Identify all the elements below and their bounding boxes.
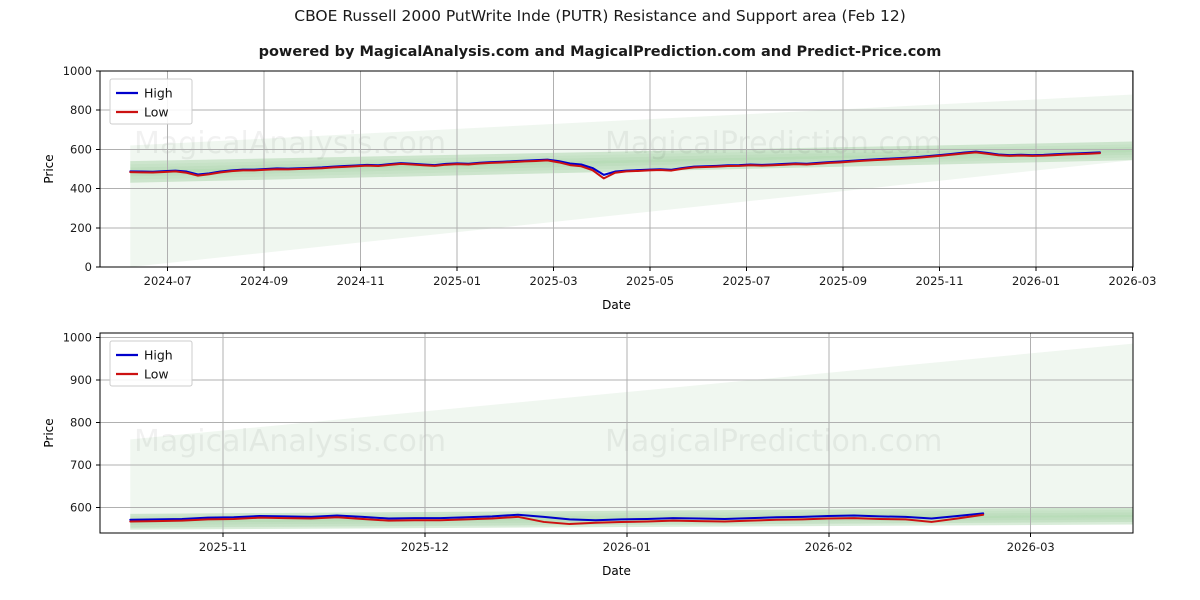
band-core-layer [130,522,1133,530]
band-outer-layer [130,414,1133,493]
x-tick-label: 2026-01 [1012,274,1060,288]
y-tick-label: 1000 [63,64,92,78]
legend-overview[interactable]: High Low [109,78,193,125]
series-line-high [129,512,985,522]
y-tick-label: 700 [70,458,92,472]
page-title: CBOE Russell 2000 PutWrite Inde (PUTR) R… [294,7,906,25]
y-tick-label: 800 [70,415,92,429]
plot-area-overview: MagicalAnalysis.com MagicalPrediction.com… [100,71,1133,267]
y-tick-label: 900 [70,373,92,387]
x-tick-label: 2024-09 [240,274,288,288]
x-tick-label: 2025-12 [401,540,449,554]
page-subtitle: powered by MagicalAnalysis.com and Magic… [258,44,942,60]
x-tick-label: 2026-03 [1108,274,1156,288]
y-tick-label: 600 [70,142,92,156]
y-axis-title: Price [42,154,56,183]
y-tick-label: 1000 [63,330,92,344]
chart-panel-detail: MagicalAnalysis.com MagicalPrediction.com… [42,330,1134,578]
band-outer-layer [130,343,1133,458]
x-tick-label: 2025-05 [626,274,674,288]
series-line-low [129,513,985,526]
x-tick-label: 2025-03 [530,274,578,288]
band-core-layer [130,509,1133,519]
x-tick-label: 2026-03 [1007,540,1055,554]
y-tick-label: 600 [70,500,92,514]
x-tick-label: 2025-11 [199,540,247,554]
band-core-layer [130,149,1133,174]
band-outer-layer [130,450,1133,511]
legend-label-low: Low [144,105,169,120]
watermark-magicalanalysis: MagicalAnalysis.com [134,126,446,161]
x-tick-label: 2025-11 [915,274,963,288]
y-tick-label: 800 [70,103,92,117]
band-core-layer [130,519,1133,528]
legend-label-high: High [144,86,173,101]
watermark-magicalprediction: MagicalPrediction.com [605,126,943,161]
watermark-magicalprediction: MagicalPrediction.com [605,424,943,459]
plot-frame [99,332,1134,534]
band-outer-layer [130,107,1133,195]
y-axis-title: Price [42,418,56,447]
plot-frame [99,70,1134,268]
watermark-magicalanalysis: MagicalAnalysis.com [134,424,446,459]
y-tick-label: 400 [70,182,92,196]
band-core-layer [130,507,1133,517]
band-outer-layer [130,94,1133,170]
x-tick-label: 2026-01 [603,540,651,554]
legend-detail[interactable]: High Low [109,340,193,387]
x-tick-label: 2024-07 [144,274,192,288]
plot-area-detail: MagicalAnalysis.com MagicalPrediction.com [100,333,1133,533]
x-axis-title: Date [602,298,631,312]
y-tick-label: 0 [85,260,92,274]
x-tick-label: 2026-02 [805,540,853,554]
x-tick-label: 2024-11 [337,274,385,288]
chart-panel-overview: MagicalAnalysis.com MagicalPrediction.com… [42,64,1157,312]
legend-label-high: High [144,348,173,363]
x-axis-title: Date [602,564,631,578]
y-tick-label: 200 [70,221,92,235]
band-outer-layer [130,147,1133,267]
x-tick-label: 2025-01 [433,274,481,288]
band-core-layer [130,141,1133,165]
band-core-layer [130,154,1133,180]
x-tick-label: 2025-07 [723,274,771,288]
x-tick-label: 2025-09 [819,274,867,288]
series-line-low [129,151,1101,180]
band-outer-layer [130,379,1133,475]
band-core-layer [130,144,1133,168]
legend-label-low: Low [144,367,169,382]
